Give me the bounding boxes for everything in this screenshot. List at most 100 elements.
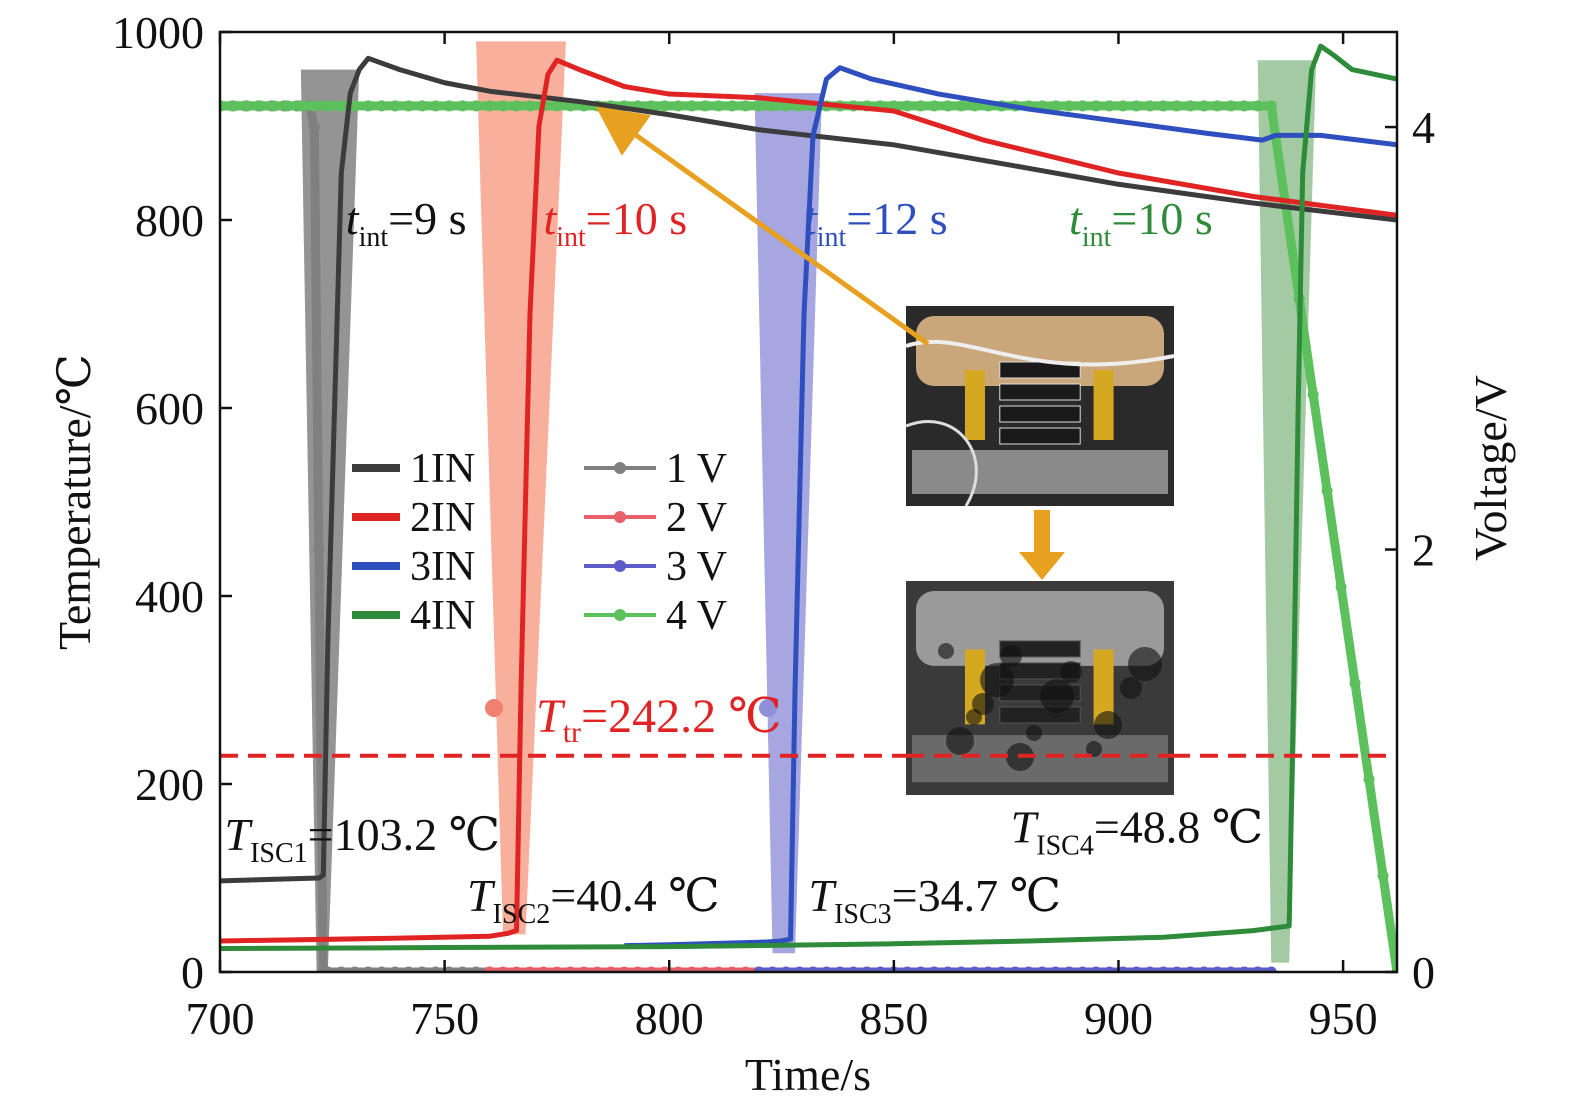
voltage-marker (430, 100, 442, 112)
voltage-marker (1321, 485, 1333, 497)
voltage-marker (1063, 966, 1075, 972)
voltage-marker (389, 966, 401, 972)
voltage-marker (618, 966, 630, 972)
y-tick-label: 1000 (112, 7, 204, 58)
voltage-marker (430, 966, 442, 972)
voltage-marker (1377, 870, 1389, 882)
legend-marker-voltage (614, 511, 626, 523)
voltage-marker (1050, 966, 1062, 972)
voltage-marker (564, 966, 576, 972)
threshold-marker-right (759, 699, 777, 717)
y-tick-label: 400 (135, 571, 204, 622)
voltage-marker (1009, 966, 1021, 972)
legend-label-1IN: 1IN (410, 446, 475, 492)
voltage-marker (1184, 100, 1196, 112)
voltage-marker (524, 966, 536, 972)
voltage-marker (713, 100, 725, 112)
legend-label-voltage: 4 V (666, 593, 727, 639)
voltage-marker (416, 966, 428, 972)
threshold-marker-left (485, 699, 503, 717)
tick-labels: 700 750 800 850 900 950 0 200 400 600 800 1000 0 2 4 (112, 7, 1435, 1044)
voltage-marker (861, 966, 873, 972)
voltage-marker (955, 100, 967, 112)
voltage-marker (510, 966, 522, 972)
voltage-marker (955, 966, 967, 972)
annotation-TISC2: TISC2=40.4 ℃ (467, 870, 720, 930)
voltage-marker (335, 966, 347, 972)
voltage-marker (915, 966, 927, 972)
voltage-marker (1335, 581, 1347, 593)
voltage-marker (443, 966, 455, 972)
voltage-marker (268, 100, 280, 112)
voltage-marker (1391, 966, 1397, 972)
voltage-marker (484, 100, 496, 112)
voltage-marker (1252, 966, 1264, 972)
voltage-marker (605, 966, 617, 972)
axes (218, 30, 1399, 974)
voltage-marker (537, 966, 549, 972)
voltage-marker (1307, 389, 1319, 401)
voltage-marker (1103, 966, 1115, 972)
x-tick-label: 800 (635, 993, 704, 1044)
y-tick-label: 800 (135, 195, 204, 246)
voltage-marker (470, 100, 482, 112)
pointer-arrow (595, 106, 930, 347)
annotation-tint: tint=9 s (346, 193, 467, 253)
photo-after-thermal-runaway (906, 581, 1174, 795)
voltage-marker (901, 966, 913, 972)
voltage-marker (524, 100, 536, 112)
y-tick-label: 600 (135, 383, 204, 434)
x-tick-label: 900 (1084, 993, 1153, 1044)
threshold-label: Ttr=242.2 ℃ (536, 690, 782, 749)
temperature-line-1IN (220, 55, 1397, 884)
voltage-marker (403, 100, 415, 112)
voltage-marker (740, 100, 752, 112)
legend-label-4IN: 4IN (410, 593, 475, 639)
x-tick-label: 700 (186, 993, 255, 1044)
inset-photos (595, 106, 1175, 795)
voltage-marker (322, 100, 334, 112)
down-arrow-shaft (1034, 510, 1050, 554)
temperature-line-2IN (220, 57, 1397, 944)
x-tick-label: 850 (859, 993, 928, 1044)
voltage-marker (672, 100, 684, 112)
voltage-marker (969, 100, 981, 112)
voltage-marker (403, 966, 415, 972)
voltage-marker (1238, 966, 1250, 972)
voltage-marker (874, 966, 886, 972)
voltage-marker (322, 966, 334, 972)
voltage-marker (996, 966, 1008, 972)
voltage-marker (1198, 966, 1210, 972)
voltage-marker (659, 100, 671, 112)
voltage-marker (901, 100, 913, 112)
voltage-marker (470, 966, 482, 972)
voltage-marker (726, 100, 738, 112)
voltage-marker (1036, 966, 1048, 972)
voltage-marker (928, 100, 940, 112)
voltage-marker (1077, 966, 1089, 972)
annotations: tint=9 s tint=10 s tint=12 s tint=10 s TISC1… (224, 193, 1263, 930)
voltage-marker (942, 100, 954, 112)
voltage-marker (308, 121, 320, 133)
y2-axis-label: Voltage/V (1465, 375, 1516, 561)
voltage-marker (1063, 100, 1075, 112)
voltage-marker (510, 100, 522, 112)
y-axis-label: Temperature/℃ (49, 354, 100, 650)
annotation-TISC3: TISC3=34.7 ℃ (809, 870, 1062, 930)
voltage-marker (1211, 100, 1223, 112)
voltage-marker (376, 966, 388, 972)
legend-label-2IN: 2IN (410, 495, 475, 541)
voltage-marker (1144, 966, 1156, 972)
voltage-marker (1157, 100, 1169, 112)
voltage-marker (1265, 100, 1277, 112)
voltage-marker (591, 966, 603, 972)
voltage-marker (753, 966, 765, 972)
y2-tick-label: 2 (1412, 525, 1435, 576)
threshold-line: Ttr=242.2 ℃ (220, 690, 1397, 758)
voltage-marker (416, 100, 428, 112)
voltage-marker (497, 100, 509, 112)
annotation-TISC1: TISC1=103.2 ℃ (224, 809, 500, 869)
annotation-tint: tint=10 s (1069, 193, 1213, 253)
